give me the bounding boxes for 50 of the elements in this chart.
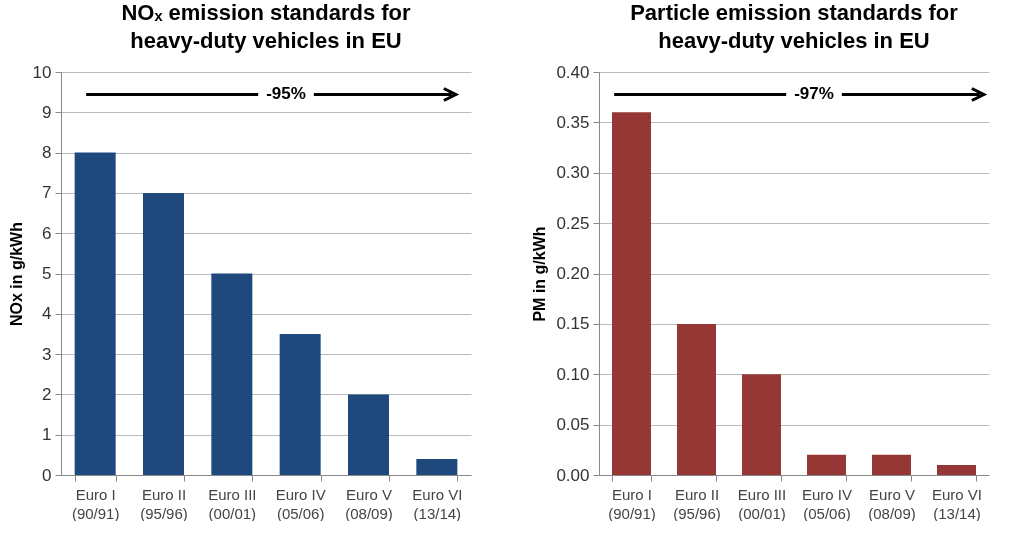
x-tick-label: Euro I (90/91)	[608, 485, 656, 522]
bar	[348, 394, 389, 475]
bar	[74, 152, 116, 475]
y-tick-label: 0.40	[556, 62, 590, 82]
y-tick-label: 5	[42, 264, 52, 283]
x-tick-label: Euro II (95/96)	[140, 485, 188, 522]
y-tick-label: 10	[32, 62, 52, 82]
bar	[677, 323, 716, 475]
x-tick-label: Euro IV (05/06)	[801, 485, 853, 522]
y-tick-label: 0.00	[556, 465, 590, 485]
x-tick-label: Euro I (90/91)	[71, 485, 120, 522]
x-tick-label: Euro VI (13/14)	[412, 485, 463, 522]
y-tick-label: 1	[42, 425, 52, 445]
x-tick-label: Euro VI (13/14)	[931, 485, 983, 522]
bar	[612, 112, 651, 475]
y-tick-label: 9	[42, 102, 52, 122]
y-tick-label: 0.30	[556, 163, 590, 183]
y-tick-label: 0.05	[556, 415, 590, 435]
bar	[143, 192, 184, 475]
y-tick-label: 4	[42, 304, 52, 324]
bar	[416, 458, 458, 475]
y-tick-label: 7	[42, 183, 52, 203]
y-tick-label: 0	[42, 465, 52, 485]
x-tick-label: Euro IV (05/06)	[275, 485, 326, 522]
x-tick-label: Euro II (95/96)	[673, 485, 721, 522]
x-tick-label: Euro III (00/01)	[737, 485, 787, 522]
bar	[872, 454, 911, 475]
y-tick-label: 6	[42, 223, 52, 243]
y-tick-label: 0.20	[556, 264, 590, 283]
y-tick-label: 0.15	[556, 314, 590, 334]
bar	[279, 333, 321, 475]
bar	[807, 454, 846, 475]
bar	[937, 464, 976, 475]
x-tick-label: Euro III (00/01)	[208, 485, 257, 522]
y-tick-label: 0.10	[556, 364, 590, 384]
bar	[742, 374, 781, 475]
y-tick-label: 8	[42, 143, 52, 163]
chart-title: Particle emission standards for heavy-duty vehicles in EU	[630, 0, 959, 53]
y-tick-label: 3	[42, 344, 52, 364]
x-tick-label: Euro V (08/09)	[868, 485, 916, 522]
annotation: -95%	[266, 84, 306, 103]
x-tick-label: Euro V (08/09)	[345, 485, 393, 522]
bar	[211, 273, 253, 475]
y-axis-title: PM in g/kWh	[531, 226, 549, 322]
y-axis-title: NOx in g/kWh	[7, 222, 25, 326]
annotation: -97%	[794, 84, 834, 103]
y-tick-label: 0.35	[556, 112, 590, 132]
y-tick-label: 0.25	[556, 213, 590, 233]
y-tick-label: 2	[42, 384, 52, 404]
chart-title: NOₓ emission standards for heavy-duty vehicles in EU	[121, 0, 412, 53]
